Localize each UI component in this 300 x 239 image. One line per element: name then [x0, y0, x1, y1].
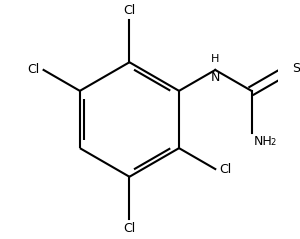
Text: H: H: [211, 54, 220, 65]
Text: NH: NH: [254, 135, 272, 148]
Text: Cl: Cl: [220, 163, 232, 176]
Text: Cl: Cl: [123, 222, 136, 235]
Text: Cl: Cl: [27, 63, 39, 76]
Text: N: N: [211, 71, 220, 84]
Text: Cl: Cl: [123, 4, 136, 17]
Text: S: S: [292, 62, 300, 75]
Text: 2: 2: [271, 138, 276, 147]
